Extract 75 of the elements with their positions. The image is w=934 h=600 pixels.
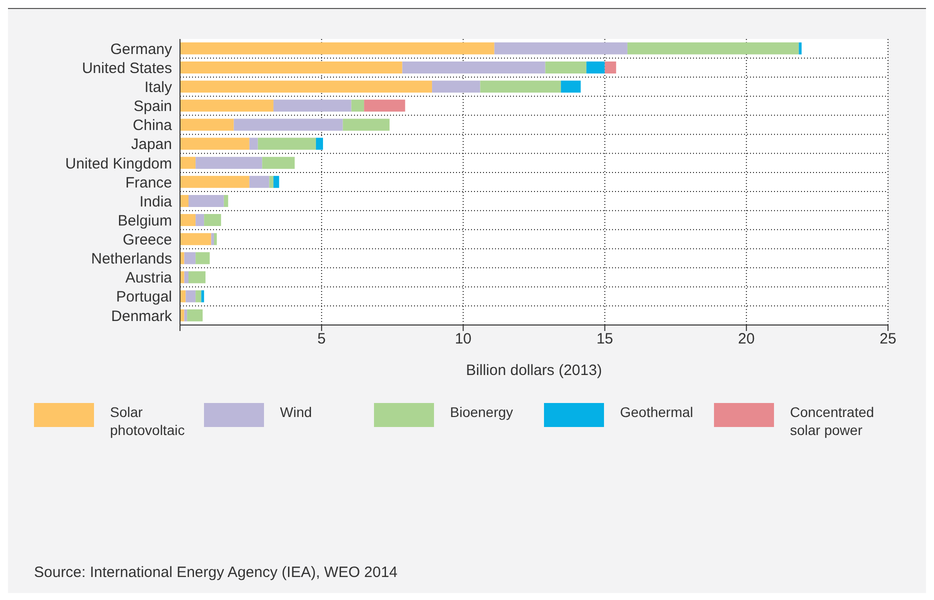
bar <box>560 80 581 93</box>
y-tick-label: Germany <box>110 40 172 58</box>
bar <box>180 100 274 112</box>
bar <box>586 62 605 74</box>
y-tick-label: Greece <box>122 232 172 249</box>
bar <box>196 252 210 264</box>
bar <box>273 176 280 188</box>
legend-label: Concentrated solar power <box>790 403 876 439</box>
bar <box>204 214 222 226</box>
y-tick-label: Portugal <box>116 288 172 306</box>
x-tick-label: 10 <box>454 330 472 348</box>
y-tick-label: United Kingdom <box>65 155 172 172</box>
bar <box>180 233 212 246</box>
bar <box>494 42 628 54</box>
legend-label: Wind <box>280 403 313 421</box>
bar <box>196 156 262 169</box>
bar <box>604 62 616 74</box>
y-tick-label: China <box>132 117 173 134</box>
legend-label: Bioenergy <box>450 403 514 421</box>
bar <box>342 118 390 131</box>
bar <box>214 233 217 246</box>
y-tick-label: Belgium <box>118 212 172 230</box>
bar <box>180 62 402 74</box>
bar <box>224 194 228 207</box>
bar <box>351 100 364 112</box>
bar <box>180 42 494 54</box>
y-tick-label: Denmark <box>111 308 172 325</box>
x-tick-label: 5 <box>317 330 326 348</box>
bar <box>249 176 270 188</box>
bar <box>180 80 432 93</box>
bar <box>184 271 188 284</box>
bar <box>180 156 196 169</box>
x-tick-label: 25 <box>880 330 896 348</box>
bar <box>196 214 204 226</box>
legend-label: Solar photovoltaic <box>110 403 186 439</box>
bar <box>262 156 295 169</box>
y-tick-label: Italy <box>144 78 172 96</box>
bar <box>180 194 188 207</box>
bar <box>196 290 202 302</box>
bar <box>545 62 586 74</box>
y-tick-label: United States <box>82 60 172 77</box>
bar <box>211 233 214 246</box>
bar <box>273 100 352 112</box>
bar <box>201 290 204 302</box>
y-tick-label: Netherlands <box>91 250 172 268</box>
x-axis-title: Billion dollars (2013) <box>466 362 602 379</box>
bar <box>480 80 561 93</box>
bar <box>184 252 196 264</box>
bar <box>188 194 224 207</box>
bar <box>364 100 406 112</box>
y-tick-label: Austria <box>125 270 173 287</box>
bar <box>180 118 234 131</box>
bar <box>186 290 196 302</box>
bar <box>432 80 480 93</box>
x-tick-label: 20 <box>738 330 755 348</box>
bar <box>188 271 206 284</box>
bar <box>184 309 188 322</box>
bar <box>249 138 258 150</box>
bar <box>258 138 316 150</box>
x-tick-label: 15 <box>596 330 614 348</box>
bar <box>402 62 546 74</box>
bar <box>316 138 324 150</box>
bar <box>234 118 343 131</box>
bar <box>180 214 196 226</box>
bar <box>180 176 250 188</box>
bar <box>180 138 250 150</box>
bar <box>269 176 274 188</box>
bar <box>627 42 799 54</box>
y-tick-label: India <box>139 193 173 210</box>
y-tick-label: Spain <box>134 98 172 116</box>
bar <box>187 309 203 322</box>
y-tick-label: France <box>125 174 172 192</box>
legend-label: Geothermal <box>620 403 694 421</box>
y-tick-label: Japan <box>131 136 172 154</box>
source-note: Source: International Energy Agency (IEA), WEO 2014 <box>34 564 398 581</box>
